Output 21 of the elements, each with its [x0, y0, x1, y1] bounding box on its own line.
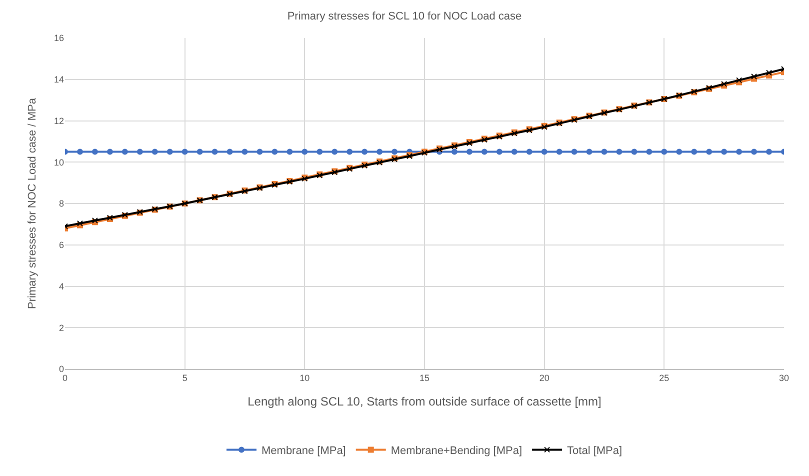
- x-tick-label: 20: [539, 372, 550, 383]
- legend-label: Total [MPa]: [567, 444, 622, 457]
- y-tick-label: 16: [54, 33, 64, 44]
- chart-title: Primary stresses for SCL 10 for NOC Load case: [287, 10, 522, 23]
- x-tick-label: 15: [419, 372, 430, 383]
- y-tick-label: 14: [54, 74, 64, 85]
- y-tick-label: 4: [58, 281, 64, 292]
- y-tick-label: 10: [54, 157, 64, 168]
- y-tick-label: 8: [58, 198, 64, 209]
- y-tick-label: 2: [58, 322, 64, 333]
- legend-label: Membrane+Bending [MPa]: [390, 444, 522, 457]
- x-tick-label: 5: [182, 372, 188, 383]
- x-axis-title: Length along SCL 10, Starts from outside surface of cassette [mm]: [248, 394, 602, 409]
- x-tick-label: 30: [778, 372, 790, 383]
- x-tick-label: 25: [659, 372, 670, 383]
- y-tick-label: 12: [54, 116, 64, 126]
- y-tick-label: 6: [58, 240, 64, 250]
- y-axis-title: Primary stresses for NOC Load case / MPa: [26, 97, 39, 309]
- x-tick-label: 10: [300, 372, 310, 383]
- legend-label: Membrane [MPa]: [262, 444, 346, 457]
- y-tick-label: 0: [58, 364, 64, 374]
